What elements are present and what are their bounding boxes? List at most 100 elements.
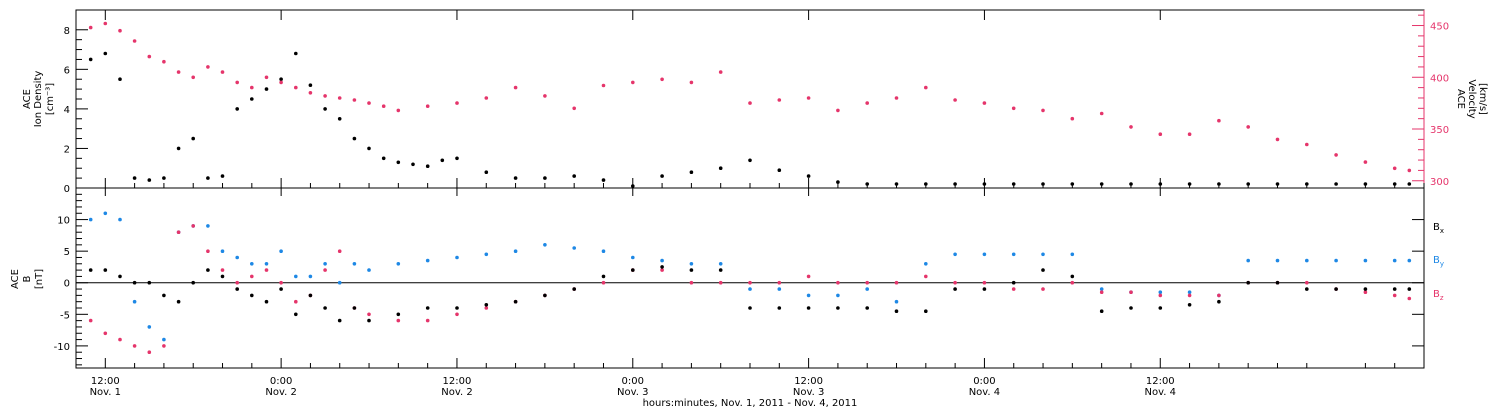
ion-density-point [88,57,93,62]
bx-point [1275,280,1280,285]
velocity-point [308,91,313,95]
velocity-point [1011,106,1016,111]
velocity-point [1158,132,1163,136]
ion-density-point [308,83,313,87]
velocity-point [455,101,459,105]
velocity-point [1305,142,1309,147]
density-tick-label: 6 [64,65,70,76]
ion-density-point [748,158,752,163]
x-tick-time: 0:00 [973,376,995,387]
bz-point [806,274,811,279]
velocity-point [220,70,225,74]
bx-point [1305,287,1309,291]
by-point [250,262,254,266]
ion-density-point [250,97,254,101]
velocity-tick-label: 400 [1430,73,1449,84]
velocity-point [689,80,694,85]
bz-point [1041,287,1045,291]
velocity-point [162,59,166,64]
by-point [279,249,283,253]
ion-density-point [806,174,811,178]
ion-density-point [1158,182,1163,186]
ion-density-point [1217,182,1221,186]
ion-density-point [323,107,327,111]
bz-point [367,312,371,317]
bx-point [718,268,723,272]
legend-bx-letter: B [1433,222,1440,233]
ion-density-point [1187,182,1192,186]
by-point [103,211,108,216]
bx-point [1129,306,1133,310]
by-point [484,252,489,257]
bx-point [836,306,840,310]
bx-point [176,299,181,304]
ion-density-point [381,156,386,161]
ion-density-point [440,158,445,163]
bz-point [953,280,957,285]
ion-density-point [396,160,401,165]
velocity-point [191,75,195,80]
velocity-point [484,96,489,100]
by-point [308,274,313,279]
velocity-point [718,70,723,74]
velocity-point [982,101,987,105]
bz-point [1187,293,1192,298]
by-point [865,287,869,291]
velocity-point [1217,118,1221,123]
ion-density-point [425,164,430,168]
bx-point [806,306,811,310]
velocity-point [543,94,547,98]
bx-point [220,274,225,279]
ion-density-point [455,156,459,161]
legend-bz-letter: B [1433,289,1440,300]
legend-bx-sub: x [1440,227,1444,235]
bz-point [103,331,108,336]
legend-bz: Bz [1433,289,1444,302]
bx-point [1011,280,1016,285]
x-tick-time: 0:00 [270,376,292,387]
velocity-axis-ticks: 300 350 400 450 [1412,10,1449,188]
bz-point [865,280,869,285]
legend: Bx By Bz [1433,222,1444,302]
ion-density-point [836,180,840,184]
ion-density-point [220,174,225,178]
bz-point [147,350,152,355]
ion-density-point [1334,182,1338,186]
density-ylabel-line-1: ACE [22,89,33,109]
bx-point [147,280,152,285]
bx-point [1392,287,1397,291]
bz-point [777,280,782,285]
by-point [953,252,957,257]
ion-density-point [147,178,152,182]
velocity-point [513,85,518,90]
ion-density-point [631,184,635,188]
legend-by-sub: y [1440,260,1444,268]
x-tick-time: 12:00 [443,376,472,387]
ion-density-point [1392,182,1397,186]
by-point [982,252,987,257]
velocity-point [631,80,635,85]
by-point [748,287,752,291]
velocity-point [132,39,137,43]
bx-point [294,312,298,317]
x-tick-date: Nov. 2 [441,387,472,398]
bz-point [1099,290,1104,295]
bx-point [982,287,987,291]
bx-point [1363,287,1368,291]
velocity-ylabel-line-2: Velocity [1466,79,1477,118]
by-point [1041,252,1045,257]
ion-density-point [235,107,239,111]
bx-point [601,274,606,279]
bx-point [1158,306,1163,310]
bz-point [132,344,137,348]
b-ylabel-line-3: [nT] [34,269,45,289]
ion-density-point [337,117,342,121]
velocity-point [352,98,357,102]
x-tick-time: 12:00 [91,376,120,387]
velocity-point [836,108,840,113]
bx-point [323,306,327,310]
x-tick-date: Nov. 2 [265,387,296,398]
ion-density-point [1407,182,1412,186]
bz-point [1158,293,1163,298]
